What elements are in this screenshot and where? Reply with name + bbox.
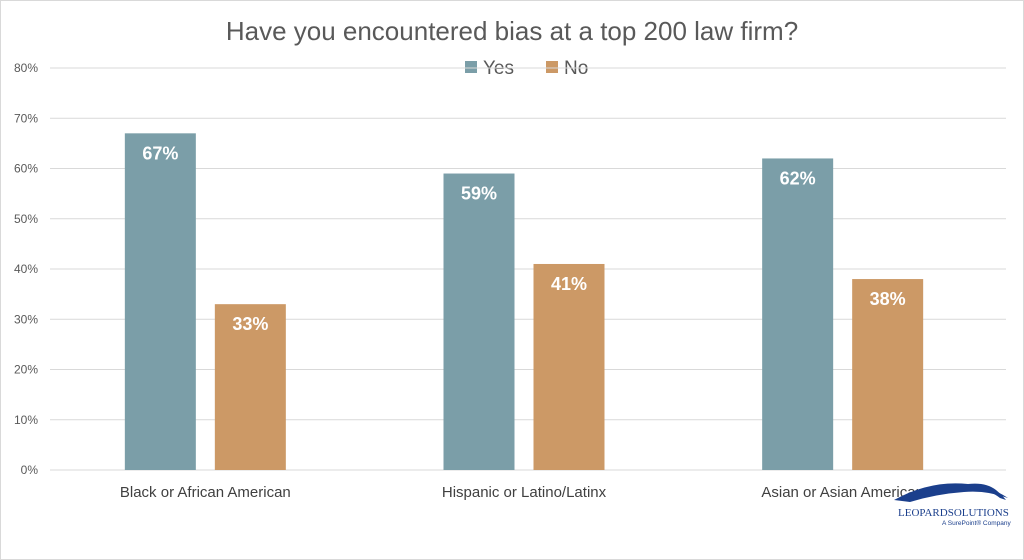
data-label: 41% xyxy=(551,274,587,294)
leopard-solutions-logo: LEOPARDSOLUTIONS A SurePoint® Company xyxy=(894,483,1011,527)
y-tick-label: 40% xyxy=(14,262,38,276)
y-axis-ticks: 0% 10% 20% 30% 40% 50% 60% 70% 80% xyxy=(14,61,38,477)
chart-title: Have you encountered bias at a top 200 l… xyxy=(226,16,798,46)
y-tick-label: 70% xyxy=(14,111,38,125)
y-tick-label: 10% xyxy=(14,413,38,427)
bar-no-1 xyxy=(533,263,605,470)
leopard-head-icon xyxy=(968,483,1006,500)
y-tick-label: 30% xyxy=(14,312,38,326)
y-tick-label: 0% xyxy=(21,463,39,477)
bar-yes-1 xyxy=(443,173,515,470)
bar-no-0 xyxy=(214,304,286,470)
bars xyxy=(124,133,924,470)
x-category-label: Black or African American xyxy=(120,484,291,501)
data-label: 38% xyxy=(870,289,906,309)
data-label: 59% xyxy=(461,184,497,204)
y-tick-label: 80% xyxy=(14,61,38,75)
logo-wordmark: LEOPARDSOLUTIONS xyxy=(898,507,1009,519)
x-category-label: Asian or Asian American xyxy=(761,484,924,501)
bar-no-2 xyxy=(852,279,924,470)
bar-yes-2 xyxy=(762,158,834,470)
x-category-label: Hispanic or Latino/Latinx xyxy=(442,484,607,501)
data-labels: 67% 33% 59% 41% 62% 38% xyxy=(142,143,905,334)
y-tick-label: 20% xyxy=(14,363,38,377)
legend-swatch-yes xyxy=(465,61,477,73)
gridlines xyxy=(50,67,1006,471)
data-label: 62% xyxy=(780,168,816,188)
data-label: 67% xyxy=(142,143,178,163)
legend-swatch-no xyxy=(546,61,558,73)
bar-yes-0 xyxy=(124,133,196,470)
logo-tagline: A SurePoint® Company xyxy=(942,519,1011,527)
data-label: 33% xyxy=(232,314,268,334)
y-tick-label: 60% xyxy=(14,162,38,176)
x-axis-labels: Black or African American Hispanic or Lat… xyxy=(120,484,924,501)
y-tick-label: 50% xyxy=(14,212,38,226)
